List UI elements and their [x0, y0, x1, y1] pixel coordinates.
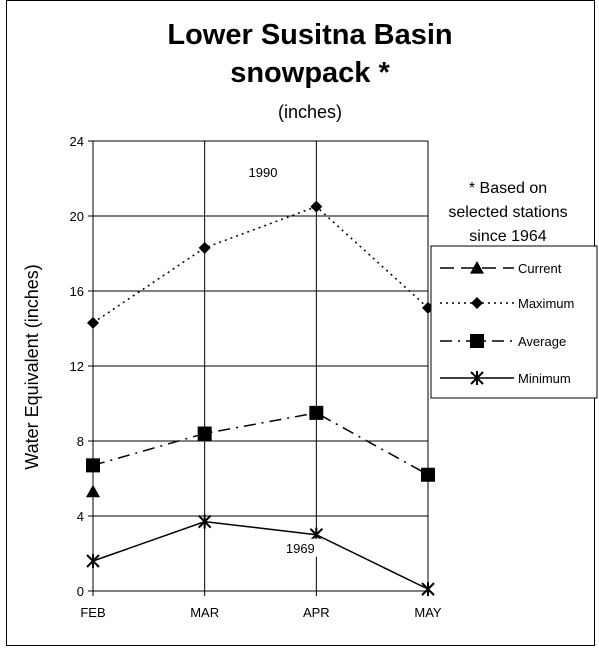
- legend-label-average: Average: [518, 334, 566, 349]
- data-point-current: [86, 484, 100, 498]
- legend-item-average: Average: [440, 334, 566, 349]
- series-line-minimum: [92, 520, 429, 590]
- legend-box: [430, 245, 598, 399]
- legend-marker-average: [470, 334, 484, 348]
- annotation-layer: 1990 1969: [249, 165, 323, 557]
- annotation-bg: [278, 538, 323, 557]
- y-tick-label: 4: [77, 509, 84, 524]
- data-point-average: [197, 426, 212, 441]
- data-point-average: [421, 467, 435, 482]
- x-tick-label: FEB: [80, 605, 105, 620]
- data-point-maximum: [87, 316, 99, 329]
- note-line-2: selected stations: [448, 204, 567, 221]
- y-tick-label: 0: [77, 584, 84, 599]
- series-layer: [86, 200, 435, 597]
- chart-title-line1: Lower Susitna Basin: [167, 19, 452, 51]
- chart-title-line2: snowpack *: [230, 57, 390, 89]
- data-point-minimum: [421, 582, 435, 597]
- legend: Current Maximum Average Minimum: [440, 261, 574, 386]
- data-point-average: [309, 405, 324, 420]
- annotation-label: 1969: [286, 541, 315, 556]
- data-point-average: [86, 458, 100, 473]
- legend-marker-current: [470, 261, 484, 274]
- x-tick-label: MAR: [190, 605, 219, 620]
- series-line-maximum: [92, 205, 429, 324]
- data-point-maximum: [310, 200, 323, 213]
- legend-label-maximum: Maximum: [518, 296, 574, 311]
- y-tick-label: 12: [70, 359, 84, 374]
- note-line-3: since 1964: [469, 228, 546, 245]
- legend-item-minimum: Minimum: [440, 371, 571, 386]
- grid-layer: [93, 140, 429, 591]
- y-tick-label: 8: [77, 434, 84, 449]
- legend-item-maximum: Maximum: [440, 296, 574, 311]
- y-tick-label: 24: [70, 134, 84, 149]
- legend-marker-minimum: [470, 371, 484, 385]
- legend-marker-maximum: [471, 297, 483, 309]
- legend-item-current: Current: [440, 261, 562, 276]
- series-line-average: [92, 412, 429, 476]
- data-point-minimum: [86, 554, 100, 568]
- note-line-1: * Based on: [469, 180, 547, 197]
- y-tick-label: 20: [70, 209, 84, 224]
- y-axis-label: Water Equivalent (inches): [22, 264, 42, 469]
- annotation-label: 1990: [249, 165, 278, 180]
- y-tick-label: 16: [70, 284, 84, 299]
- x-tick-label: MAY: [414, 605, 442, 620]
- legend-label-minimum: Minimum: [518, 371, 571, 386]
- axis-layer: 0 4 8 12 16 20 24 FEB MAR APR MAY: [70, 134, 442, 620]
- x-tick-label: APR: [303, 605, 330, 620]
- data-point-minimum: [197, 514, 212, 529]
- chart-subtitle: (inches): [278, 102, 342, 122]
- data-point-maximum: [198, 241, 211, 254]
- legend-label-current: Current: [518, 261, 562, 276]
